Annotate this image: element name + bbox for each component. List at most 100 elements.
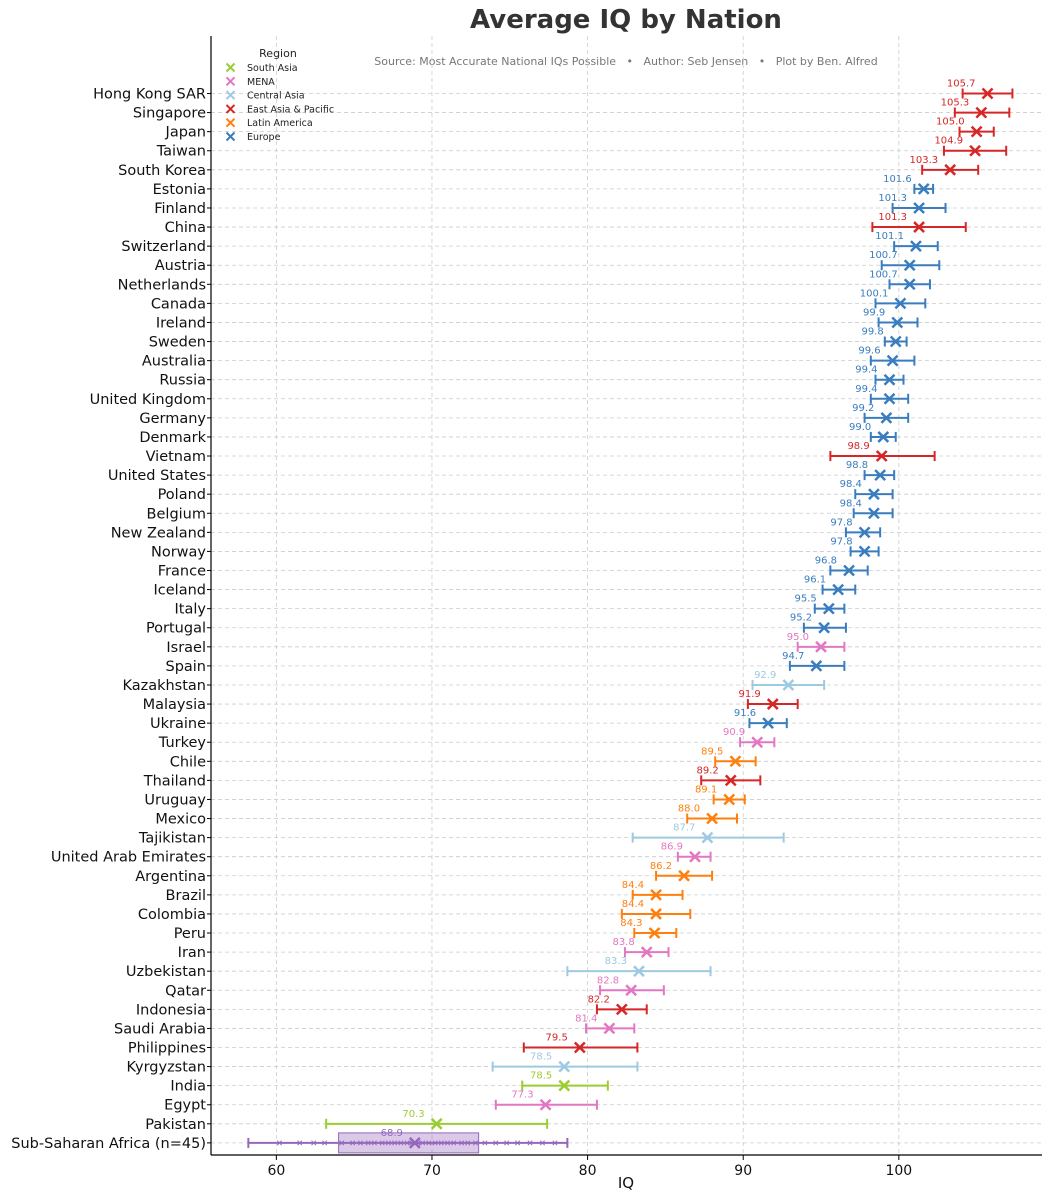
legend-label: Central Asia <box>247 91 305 102</box>
data-point <box>408 1137 421 1149</box>
country-label: Pakistan <box>145 1117 206 1133</box>
country-label: Canada <box>151 296 206 312</box>
value-label: 91.6 <box>734 708 756 719</box>
country-label: Iceland <box>154 583 206 599</box>
value-label: 105.0 <box>936 117 965 128</box>
sample-point <box>482 1140 488 1146</box>
country-label: Netherlands <box>118 277 206 293</box>
sample-point <box>357 1140 363 1146</box>
value-label: 100.7 <box>869 269 898 280</box>
value-label: 79.5 <box>546 1033 568 1044</box>
country-label: Belgium <box>147 506 206 522</box>
sample-point <box>322 1140 328 1146</box>
value-label: 96.8 <box>815 556 837 567</box>
country-label: Tajikistan <box>138 831 206 847</box>
data-point <box>650 908 662 920</box>
data-point <box>810 660 823 672</box>
x-tick-label: 60 <box>267 1163 285 1179</box>
country-label: Malaysia <box>143 697 206 713</box>
country-label: Iran <box>178 945 206 961</box>
country-label: Portugal <box>146 621 206 637</box>
data-point <box>889 335 902 348</box>
country-label: Colombia <box>138 907 206 923</box>
data-point <box>883 373 896 386</box>
sample-point <box>404 1140 410 1146</box>
country-label: Mexico <box>155 812 206 828</box>
country-label: South Korea <box>118 163 206 179</box>
chart-subtitle: Source: Most Accurate National IQs Possi… <box>374 55 877 68</box>
sample-point <box>392 1140 398 1146</box>
sample-point <box>539 1140 546 1146</box>
data-point <box>650 888 662 901</box>
legend-label: Europe <box>247 132 281 143</box>
value-label: 90.9 <box>723 727 745 738</box>
legend: Region South Asia MENA Central Asia East As… <box>225 47 334 143</box>
sample-point <box>493 1140 499 1146</box>
legend-title: Region <box>259 47 297 60</box>
x-tick-label: 70 <box>423 1163 441 1179</box>
value-label: 101.6 <box>883 174 912 185</box>
data-point <box>729 755 742 768</box>
x-tick-label: 80 <box>579 1163 597 1179</box>
country-label: Spain <box>165 659 206 675</box>
value-label: 104.9 <box>934 136 963 147</box>
legend-marker <box>225 62 236 73</box>
data-point <box>944 163 957 176</box>
value-label: 82.8 <box>597 975 619 986</box>
data-point <box>903 278 916 291</box>
country-label: Turkey <box>158 735 207 751</box>
value-label: 84.4 <box>622 899 644 910</box>
value-label: 98.9 <box>847 441 869 452</box>
country-label: Egypt <box>164 1098 206 1114</box>
data-point <box>603 1022 616 1035</box>
sample-point <box>276 1140 283 1146</box>
value-label: 95.2 <box>790 613 812 624</box>
value-label: 91.9 <box>739 689 761 700</box>
data-point <box>886 354 899 367</box>
sample-point <box>465 1140 471 1146</box>
value-label: 94.7 <box>782 651 804 662</box>
country-label: China <box>165 220 206 236</box>
data-point <box>430 1117 443 1130</box>
sample-point <box>426 1140 432 1146</box>
legend-marker <box>225 104 236 114</box>
data-point <box>782 679 795 691</box>
country-label: Indonesia <box>136 1002 206 1018</box>
sample-point <box>371 1140 377 1146</box>
data-point <box>832 583 845 596</box>
sample-point <box>451 1140 457 1146</box>
value-label: 97.8 <box>830 517 852 528</box>
value-label: 105.3 <box>941 98 970 109</box>
data-point <box>701 831 714 844</box>
country-label: Ireland <box>156 315 206 331</box>
data-point <box>723 793 736 806</box>
value-label: 83.3 <box>605 956 627 967</box>
value-label: 89.1 <box>695 784 717 795</box>
chart-title: Average IQ by Nation <box>470 5 782 35</box>
sample-point <box>297 1140 303 1146</box>
data-point <box>818 621 831 634</box>
data-point <box>868 488 880 501</box>
value-label: 88.0 <box>678 804 700 815</box>
value-label: 86.9 <box>661 842 683 853</box>
data-point <box>858 545 871 558</box>
value-label: 78.5 <box>530 1052 552 1063</box>
value-label: 92.9 <box>754 670 776 681</box>
country-label: Kazakhstan <box>122 678 206 694</box>
data-point <box>640 946 653 958</box>
country-label: Estonia <box>153 182 206 198</box>
value-label: 98.4 <box>840 479 862 490</box>
sample-point <box>458 1140 465 1146</box>
data-point <box>706 812 718 825</box>
country-label: Vietnam <box>146 449 206 465</box>
sample-point <box>379 1140 385 1146</box>
country-label: Philippines <box>128 1041 206 1057</box>
legend-marker <box>225 131 236 142</box>
data-point <box>724 774 737 787</box>
data-point <box>633 965 645 978</box>
data-point <box>625 984 638 997</box>
value-label: 99.9 <box>863 307 885 318</box>
data-point <box>880 411 893 424</box>
value-label: 99.8 <box>861 327 883 338</box>
legend-label: MENA <box>247 77 275 88</box>
